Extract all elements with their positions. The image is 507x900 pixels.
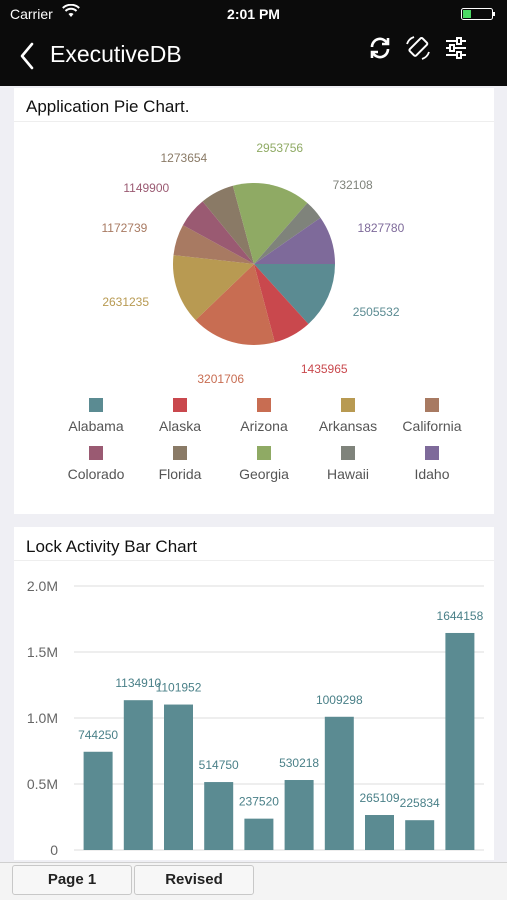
pie-slice-arkansas[interactable] xyxy=(173,255,254,321)
bar[interactable] xyxy=(445,632,475,850)
rotate-icon[interactable] xyxy=(404,34,432,62)
bar-chart-title: Lock Activity Bar Chart xyxy=(26,537,198,556)
legend-swatch xyxy=(425,398,439,412)
bar-data-label: 744250 xyxy=(78,728,118,742)
nav-bar: ExecutiveDB xyxy=(0,28,507,86)
legend-swatch xyxy=(89,446,103,460)
legend-item-idaho[interactable]: Idaho xyxy=(390,446,474,482)
pie-data-label: 2631235 xyxy=(102,295,150,310)
legend-item-california[interactable]: California xyxy=(390,398,474,434)
legend-label: Arkansas xyxy=(318,418,378,434)
wifi-icon xyxy=(62,4,80,17)
bar-data-label: 225834 xyxy=(400,796,440,810)
bar[interactable] xyxy=(405,820,435,850)
legend-swatch xyxy=(89,398,103,412)
refresh-icon[interactable] xyxy=(366,34,394,62)
legend-item-arizona[interactable]: Arizona xyxy=(222,398,306,434)
bar-data-label: 237520 xyxy=(239,795,279,809)
chevron-left-icon[interactable] xyxy=(16,38,40,74)
bar-card-header xyxy=(14,527,494,561)
pie-chart-title: Application Pie Chart. xyxy=(26,97,190,116)
pie-slice-arizona[interactable] xyxy=(195,264,275,345)
sliders-icon[interactable] xyxy=(442,34,470,62)
legend-swatch xyxy=(341,446,355,460)
pie-data-label: 1435965 xyxy=(300,361,348,376)
legend-label: Alabama xyxy=(68,418,124,434)
y-tick-label: 0 xyxy=(50,842,58,858)
bar[interactable] xyxy=(204,782,234,850)
legend-label: Hawaii xyxy=(326,466,369,482)
legend-item-hawaii[interactable]: Hawaii xyxy=(306,446,390,482)
legend-label: Alaska xyxy=(158,418,202,434)
legend-swatch xyxy=(341,398,355,412)
bar-data-label: 1644158 xyxy=(437,609,484,623)
bar-data-label: 1009298 xyxy=(316,693,363,707)
legend-item-florida[interactable]: Florida xyxy=(138,446,222,482)
legend-label: California xyxy=(402,418,462,434)
bar-data-label: 514750 xyxy=(199,758,239,772)
bar[interactable] xyxy=(83,751,113,850)
pie-slice-alaska[interactable] xyxy=(254,264,309,343)
pie-data-label: 732108 xyxy=(332,177,373,192)
legend-swatch xyxy=(257,446,271,460)
pie-slice-colorado[interactable] xyxy=(182,201,254,264)
pie-slice-california[interactable] xyxy=(173,225,254,264)
pie-slice-idaho[interactable] xyxy=(254,217,335,264)
legend-swatch xyxy=(173,446,187,460)
bar-data-label: 1101952 xyxy=(156,681,202,695)
legend-item-colorado[interactable]: Colorado xyxy=(54,446,138,482)
y-tick-label: 2.0M xyxy=(27,578,58,594)
legend-label: Colorado xyxy=(67,466,125,482)
carrier-label: Carrier xyxy=(10,6,53,22)
page-tab-bar: Page 1 Revised xyxy=(0,862,507,900)
legend-label: Georgia xyxy=(239,466,289,482)
pie-data-label: 1273654 xyxy=(160,151,208,166)
bar[interactable] xyxy=(324,716,354,850)
legend-label: Florida xyxy=(158,466,202,482)
y-tick-label: 1.0M xyxy=(27,710,58,726)
legend-item-alaska[interactable]: Alaska xyxy=(138,398,222,434)
bar[interactable] xyxy=(164,704,193,850)
bar[interactable] xyxy=(244,818,274,850)
pie-slice-alabama[interactable] xyxy=(254,264,335,324)
legend-item-georgia[interactable]: Georgia xyxy=(222,446,306,482)
status-bar: Carrier 2:01 PM xyxy=(0,0,507,28)
legend-swatch xyxy=(425,446,439,460)
pie-chart xyxy=(173,183,335,345)
bar[interactable] xyxy=(123,700,153,850)
pie-data-label: 2505532 xyxy=(352,305,400,320)
page-title: ExecutiveDB xyxy=(50,41,182,67)
pie-data-label: 2953756 xyxy=(256,141,304,156)
bar[interactable] xyxy=(284,780,314,850)
pie-card-header xyxy=(14,88,494,122)
legend-swatch xyxy=(257,398,271,412)
legend-label: Idaho xyxy=(414,466,450,482)
pie-chart-card: Application Pie Chart. 2505532 1435965 320… xyxy=(14,88,494,514)
y-tick-label: 0.5M xyxy=(27,776,58,792)
legend-item-arkansas[interactable]: Arkansas xyxy=(306,398,390,434)
pie-data-label: 1827780 xyxy=(357,221,405,236)
tab-page-1[interactable]: Page 1 xyxy=(12,865,132,895)
pie-slice-hawaii[interactable] xyxy=(254,203,321,264)
legend-item-alabama[interactable]: Alabama xyxy=(54,398,138,434)
tab-revised[interactable]: Revised xyxy=(134,865,254,895)
y-tick-label: 1.5M xyxy=(27,644,58,660)
pie-data-label: 1149900 xyxy=(123,181,170,196)
battery-icon xyxy=(461,8,495,20)
legend-label: Arizona xyxy=(240,418,288,434)
pie-slice-florida[interactable] xyxy=(202,185,254,264)
bar-chart-card: Lock Activity Bar Chart 0 0.5M 1.0M 1.5M 2.0… xyxy=(14,527,494,860)
clock: 2:01 PM xyxy=(227,6,280,22)
bar[interactable] xyxy=(365,815,394,850)
legend-swatch xyxy=(173,398,187,412)
bar-data-label: 1134910 xyxy=(115,676,161,690)
pie-data-label: 1172739 xyxy=(101,221,148,236)
bar-data-label: 265109 xyxy=(359,791,399,805)
bar-data-label: 530218 xyxy=(279,756,319,770)
pie-slice-georgia[interactable] xyxy=(232,183,308,264)
pie-data-label: 3201706 xyxy=(197,371,245,386)
